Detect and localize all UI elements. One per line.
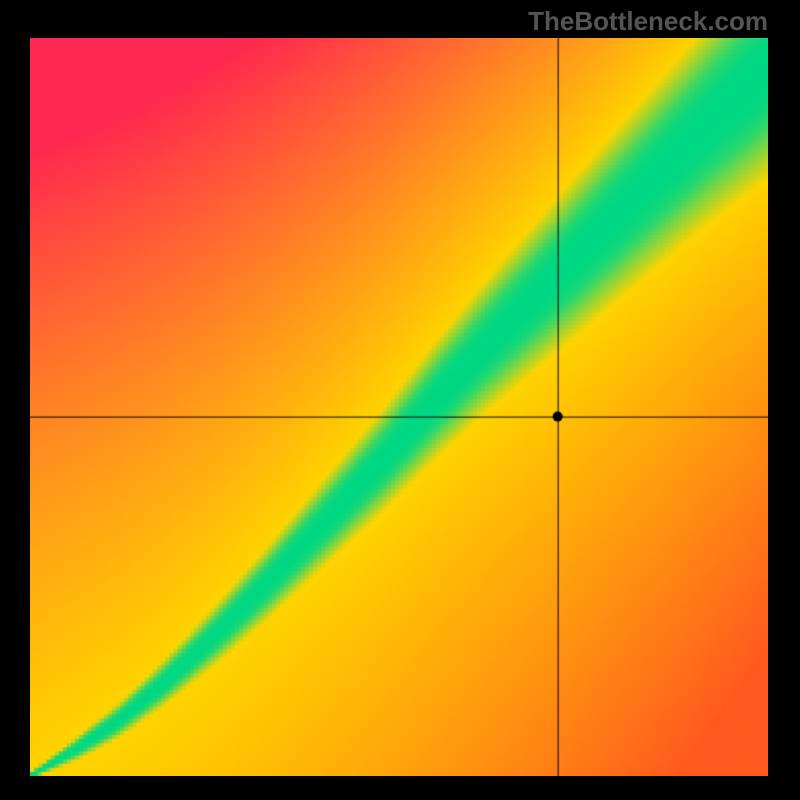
chart-container: TheBottleneck.com [0, 0, 800, 800]
watermark-text: TheBottleneck.com [528, 6, 768, 37]
bottleneck-heatmap [30, 38, 768, 776]
